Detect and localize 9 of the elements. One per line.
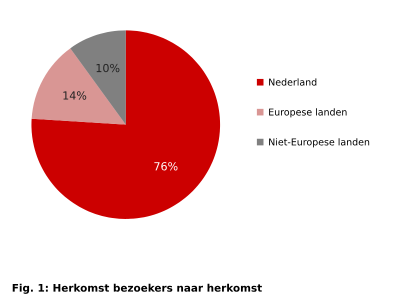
data-label: 10% [96,64,120,72]
legend-label: Niet-Europese landen [269,138,370,148]
caption: Fig. 1: Herkomst bezoekers naar herkomst [12,284,262,294]
data-label: 14% [63,91,86,100]
legend-label: Nederland [269,78,316,86]
legend-label: Europese landen [269,108,347,118]
data-label: 76% [154,162,178,170]
pie-slice [32,48,126,125]
pie-slice [31,30,220,219]
